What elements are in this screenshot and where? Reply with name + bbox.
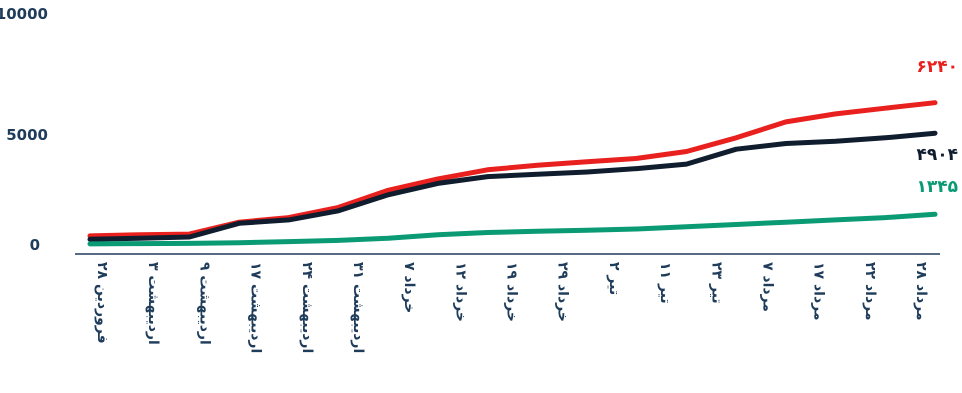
- x-tick-label: ۲۸ فروردین: [94, 262, 110, 344]
- x-tick-label: ۱۲ خرداد: [452, 262, 468, 322]
- x-tick-label: ۲۸ مرداد: [913, 262, 929, 321]
- end-labels: ۶۲۴۰ ۴۹۰۴ ۱۳۴۵: [916, 57, 958, 197]
- series-end-label: ۱۳۴۵: [916, 177, 958, 197]
- series-line: [87, 130, 938, 242]
- x-tick-label: ۷ مرداد: [759, 262, 775, 312]
- x-tick-label: ۱۹ خرداد: [504, 262, 520, 322]
- series-group: [87, 100, 938, 247]
- x-axis: ۲۸ فروردین ۳ اردیبهشت ۹ اردیبهشت ۱۷ اردیبهش…: [94, 262, 929, 353]
- y-tick-label: 5000: [6, 126, 48, 144]
- x-tick-label: ۳۱ اردیبهشت: [350, 262, 366, 353]
- y-tick-label: 0: [30, 236, 40, 254]
- x-tick-label: ۱۷ مرداد: [811, 262, 827, 321]
- x-tick-label: ۱۱ تیر: [657, 262, 673, 304]
- x-tick-label: ۲۲ مرداد: [862, 262, 878, 321]
- x-tick-label: ۲ تیر: [606, 262, 622, 295]
- y-tick-label: 10000: [0, 5, 48, 23]
- x-tick-label: ۹ اردیبهشت: [196, 262, 212, 345]
- x-tick-label: ۲۹ خرداد: [555, 262, 571, 322]
- y-axis: 0 5000 10000: [0, 5, 48, 254]
- series-end-label: ۴۹۰۴: [916, 145, 958, 165]
- series-line: [87, 100, 938, 239]
- x-tick-label: ۷ خرداد: [401, 262, 417, 313]
- x-tick-label: ۳ اردیبهشت: [145, 262, 161, 345]
- series-line: [87, 211, 938, 247]
- x-tick-label: ۲۳ تیر: [708, 262, 724, 304]
- x-tick-label: ۱۷ اردیبهشت: [248, 262, 264, 353]
- x-tick-label: ۲۴ اردیبهشت: [299, 262, 315, 353]
- series-end-label: ۶۲۴۰: [916, 57, 958, 77]
